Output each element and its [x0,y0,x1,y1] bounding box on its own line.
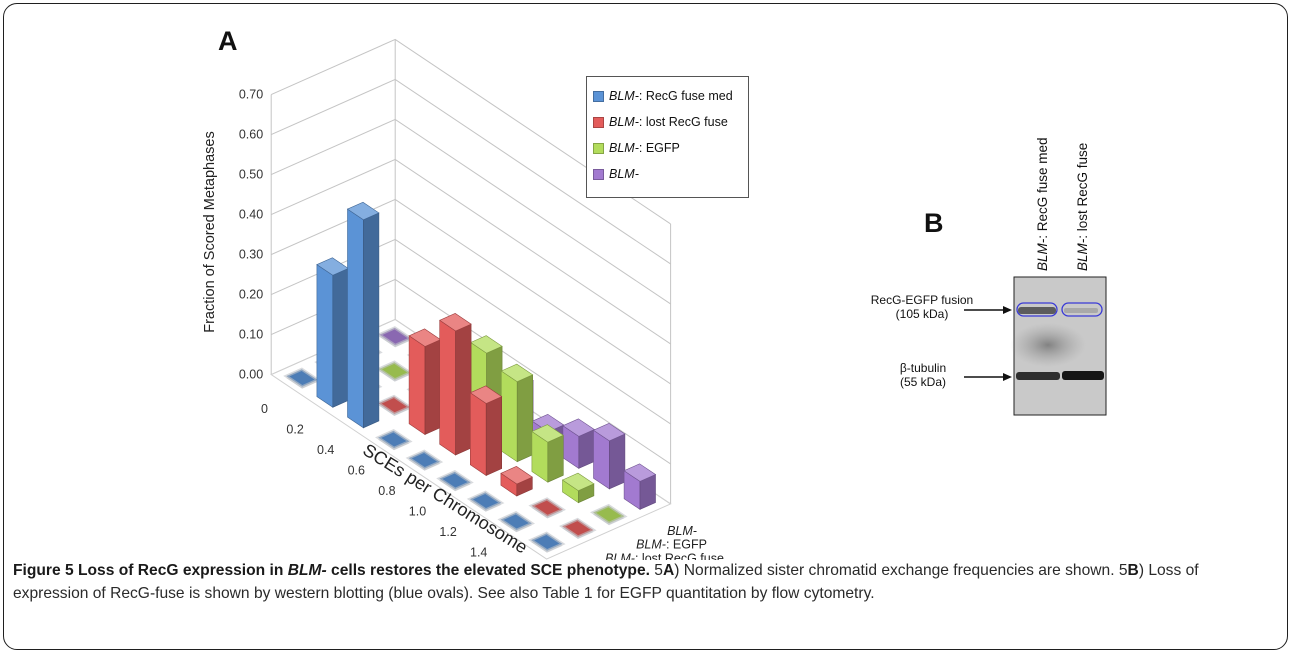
series-tick-label: BLM- [667,524,697,538]
bar [500,363,534,463]
bar-top [592,422,626,442]
bar [561,472,595,504]
floor-tile [590,503,628,525]
x-tick-label: 1.4 [470,545,487,559]
x-axis-ticks: 00.20.40.60.81.01.21.41.6 [261,402,487,560]
blot-band-label: RecG-EGFP fusion (105 kDa) [870,293,974,321]
figure-frame [3,3,1288,650]
bar [408,328,442,436]
legend-label-italic: BLM- [609,115,639,129]
x-tick-label: 1.2 [439,525,456,539]
x-tick-label: 0.8 [378,484,395,498]
legend-label: : RecG fuse med [638,89,733,103]
bar [531,424,564,483]
tubulin-band-lane2 [1062,371,1104,380]
bar [500,466,533,497]
y-tick-label: 0.10 [239,328,263,342]
panel-b-label: B [924,208,944,238]
x-tick-label: 0 [261,402,268,416]
y-tick-label: 0.40 [239,208,263,222]
series-tick-label: BLM-: lost RecG fuse [605,551,724,560]
bar [623,463,657,510]
bars [316,201,657,510]
y-tick-label: 0.70 [239,88,263,102]
blue-oval-lane1 [1016,302,1058,317]
fusion-band-lane2 [1064,308,1098,313]
chart-legend: BLM-: RecG fuse med BLM-: lost RecG fuse… [586,76,749,198]
legend-item: BLM-: lost RecG fuse [593,109,742,135]
x-tick-label: 1.0 [409,504,426,518]
bar [346,201,380,429]
floor-tile [466,490,505,512]
bar [562,418,595,469]
legend-swatch [593,116,604,128]
legend-label-italic: BLM- [609,89,639,103]
y-tick-label: 0.60 [239,128,263,142]
y-axis-ticks: 0.00 0.10 0.20 0.30 0.40 0.50 0.60 0.70 [239,88,263,382]
bar-top [346,201,380,221]
bar-top [623,463,657,482]
blue-oval-lane2 [1061,302,1103,317]
floor-tile [497,510,535,533]
legend-label: : EGFP [638,141,680,155]
y-tick-label: 0.50 [239,168,263,182]
bar [469,385,503,477]
floor-tile [375,428,413,451]
blot-lane-label: BLM-: RecG fuse med [1035,137,1050,271]
floor-tile [528,531,566,553]
bar-top [561,472,595,492]
y-tick-label: 0.00 [239,368,263,382]
legend-swatch [593,90,604,102]
legend-label-italic: BLM- [609,141,639,155]
bar [439,313,472,456]
x-tick-label: 0.4 [317,443,334,457]
bar-top [500,363,534,383]
bar-top [470,335,503,354]
chart-3d-bar: 0.00 0.10 0.20 0.30 0.40 0.50 0.60 0.70 0 0.2 0.4… [239,38,724,560]
bar-top [562,418,595,437]
bar-top [469,385,503,404]
blot-lane-label: BLM-: lost RecG fuse [1075,142,1090,271]
legend-swatch [593,168,604,180]
blot-band-label: β-tubulin (55 kDa) [899,361,947,389]
panel-a-label: A [218,26,238,56]
floor-tile [528,497,566,519]
y-tick-label: 0.20 [239,288,263,302]
y-tick-label: 0.30 [239,248,263,262]
blot-smear [1010,323,1086,367]
x-tick-label: 0.6 [348,463,365,477]
floor-tile [559,517,597,539]
x-tick-label: 0.2 [286,422,303,436]
legend-item: BLM-: RecG fuse med [593,83,742,109]
fusion-arrowhead [1003,306,1012,314]
legend-item: BLM- [593,161,742,187]
legend-label-italic: BLM- [609,167,639,181]
legend-label: : lost RecG fuse [638,115,728,129]
tubulin-arrowhead [1003,373,1012,381]
fusion-band-lane1 [1018,307,1056,314]
bar-top [500,466,533,485]
bar [592,422,626,490]
caption-figure-label: Figure 5 [13,562,74,579]
tubulin-band-lane1 [1016,372,1060,380]
gridline [270,38,671,225]
series-tick-label: BLM-: EGFP [636,538,707,552]
figure-caption: Figure 5 Loss of RecG expression in BLM-… [13,562,1199,602]
legend-swatch [593,142,604,154]
western-blot [964,276,1107,416]
bar [316,257,349,408]
bar-top [531,424,564,443]
floor-tile [405,449,444,471]
floor-tile [436,469,474,492]
bar-top [439,313,472,332]
legend-item: BLM-: EGFP [593,135,742,161]
